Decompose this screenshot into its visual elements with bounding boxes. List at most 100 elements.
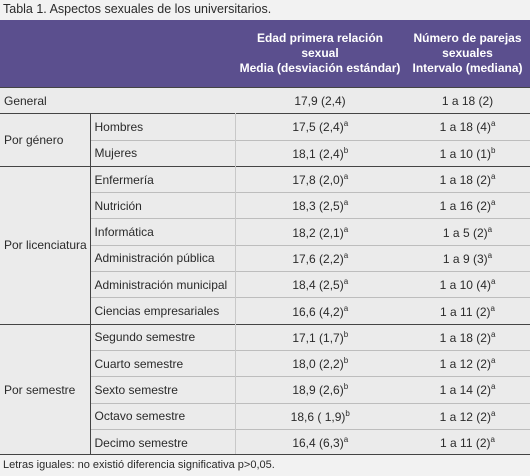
- significance-mark: a: [490, 329, 496, 339]
- significance-mark: a: [343, 435, 349, 444]
- value-text: 18,0 (2,2): [292, 357, 344, 372]
- value-cell: 1 a 9 (3)a: [405, 244, 530, 272]
- group-label: Por género: [0, 113, 91, 167]
- value-cell: 1 a 10 (1)b: [405, 139, 530, 167]
- table-row: Sexto semestre 18,9 (2,6)b 1 a 14 (2)a: [0, 376, 530, 404]
- value-cell: 18,6 ( 1,9)b: [235, 402, 405, 430]
- value-text: 17,9 (2,4): [294, 93, 346, 108]
- row-label: Nutrición: [90, 192, 236, 219]
- value-cell: 17,8 (2,0)a: [235, 165, 405, 193]
- value-text: 1 a 12 (2): [439, 357, 491, 372]
- significance-mark: a: [487, 250, 493, 260]
- value-cell: 1 a 12 (2)a: [405, 349, 530, 377]
- value-cell: 17,5 (2,4)a: [235, 113, 405, 141]
- table-row: Decimo semestre 16,4 (6,3)a 1 a 11 (2)a: [0, 428, 530, 456]
- row-label: Enfermería: [90, 165, 236, 193]
- value-cell: 18,1 (2,4)b: [235, 139, 405, 167]
- value-cell: 1 a 12 (2)a: [405, 402, 530, 430]
- header-blank: [0, 20, 235, 88]
- value-text: 1 a 11 (2): [440, 304, 491, 319]
- table-row: Administración municipal 18,4 (2,5)a 1 a 1…: [0, 271, 530, 298]
- value-cell: 1 a 10 (4)a: [405, 271, 530, 298]
- value-text: 17,5 (2,4): [292, 120, 344, 135]
- significance-mark: a: [490, 119, 496, 129]
- header-row: Edad primera relación sexual Media (desvia…: [0, 20, 530, 88]
- header-line: Media (desviación estándar): [239, 61, 401, 75]
- value-cell: 17,9 (2,4): [235, 86, 405, 114]
- footnote: Letras iguales: no existió diferencia si…: [3, 459, 275, 471]
- significance-mark: a: [343, 119, 349, 129]
- header-line: sexuales: [442, 46, 493, 60]
- row-label: Octavo semestre: [90, 402, 236, 430]
- significance-mark: b: [343, 329, 349, 339]
- value-cell: 1 a 18 (2)a: [405, 323, 530, 351]
- significance-mark: b: [343, 382, 349, 392]
- value-cell: 1 a 18 (2)a: [405, 165, 530, 193]
- value-text: 18,1 (2,4): [292, 146, 344, 161]
- value-cell: 17,6 (2,2)a: [235, 244, 405, 272]
- value-text: 1 a 18 (2): [441, 93, 494, 108]
- significance-mark: a: [490, 198, 496, 208]
- table-row: Nutrición 18,3 (2,5)a 1 a 16 (2)a: [0, 192, 530, 219]
- value-cell: 18,9 (2,6)b: [235, 376, 405, 404]
- significance-mark: a: [490, 382, 496, 392]
- value-text: 18,9 (2,6): [292, 383, 344, 398]
- table-rule: [0, 454, 530, 455]
- value-text: 1 a 10 (4): [439, 278, 491, 293]
- value-cell: 1 a 11 (2)a: [405, 297, 530, 325]
- table-row: Octavo semestre 18,6 ( 1,9)b 1 a 12 (2)a: [0, 402, 530, 430]
- table-row: Ciencias empresariales 16,6 (4,2)a 1 a 11 …: [0, 297, 530, 325]
- value-cell: 1 a 5 (2)a: [405, 218, 530, 246]
- header-line: sexual: [301, 46, 339, 60]
- row-label: Decimo semestre: [90, 428, 236, 456]
- significance-mark: b: [345, 408, 350, 418]
- value-text: 1 a 10 (1): [439, 146, 491, 161]
- value-text: 16,6 (4,2): [292, 304, 344, 319]
- row-label: Hombres: [90, 113, 236, 141]
- value-text: 18,2 (2,1): [292, 225, 344, 240]
- row-label: Segundo semestre: [90, 323, 236, 351]
- row-label: Ciencias empresariales: [90, 297, 236, 325]
- value-text: 1 a 18 (2): [439, 330, 491, 345]
- row-label: Administración pública: [90, 244, 236, 272]
- value-text: 1 a 11 (2): [440, 436, 491, 450]
- table-row: Administración pública 17,6 (2,2)a 1 a 9 (…: [0, 244, 530, 272]
- value-cell: 16,4 (6,3)a: [235, 428, 405, 456]
- header-line: Intervalo (mediana): [412, 61, 523, 75]
- value-cell: 1 a 18 (2): [405, 86, 530, 114]
- table-row: Informática 18,2 (2,1)a 1 a 5 (2)a: [0, 218, 530, 246]
- group-label: General: [0, 86, 235, 114]
- value-cell: 1 a 16 (2)a: [405, 192, 530, 219]
- value-text: 1 a 5 (2): [442, 225, 488, 240]
- value-cell: 18,2 (2,1)a: [235, 218, 405, 246]
- significance-mark: a: [343, 277, 349, 287]
- value-text: 18,6 ( 1,9): [290, 409, 346, 424]
- row-label: Cuarto semestre: [90, 349, 236, 377]
- value-cell: 18,3 (2,5)a: [235, 192, 405, 219]
- significance-mark: a: [490, 435, 495, 444]
- value-cell: 16,6 (4,2)a: [235, 297, 405, 325]
- table-row: Por semestre Segundo semestre 17,1 (1,7)b 1…: [0, 323, 530, 456]
- row-label: Mujeres: [90, 139, 236, 167]
- value-text: 17,6 (2,2): [292, 251, 344, 266]
- row-label: Informática: [90, 218, 236, 246]
- significance-mark: a: [490, 172, 496, 182]
- value-cell: 18,0 (2,2)b: [235, 349, 405, 377]
- value-text: 18,3 (2,5): [292, 199, 344, 214]
- significance-mark: a: [490, 303, 495, 313]
- value-text: 1 a 16 (2): [439, 199, 491, 214]
- significance-mark: a: [490, 356, 496, 366]
- header-line: Número de parejas: [413, 31, 522, 45]
- value-text: 17,8 (2,0): [292, 173, 344, 188]
- significance-mark: a: [487, 224, 493, 234]
- table-row: Por género Hombres 17,5 (2,4)a 1 a 18 (4)a: [0, 113, 530, 167]
- table-row: Cuarto semestre 18,0 (2,2)b 1 a 12 (2)a: [0, 349, 530, 377]
- value-cell: 17,1 (1,7)b: [235, 323, 405, 351]
- caption: Tabla 1. Aspectos sexuales de los univer…: [3, 2, 272, 16]
- group-label: Por licenciatura: [0, 165, 91, 325]
- significance-mark: a: [490, 277, 496, 287]
- significance-mark: a: [343, 172, 349, 182]
- significance-mark: b: [490, 145, 496, 155]
- significance-mark: a: [343, 198, 349, 208]
